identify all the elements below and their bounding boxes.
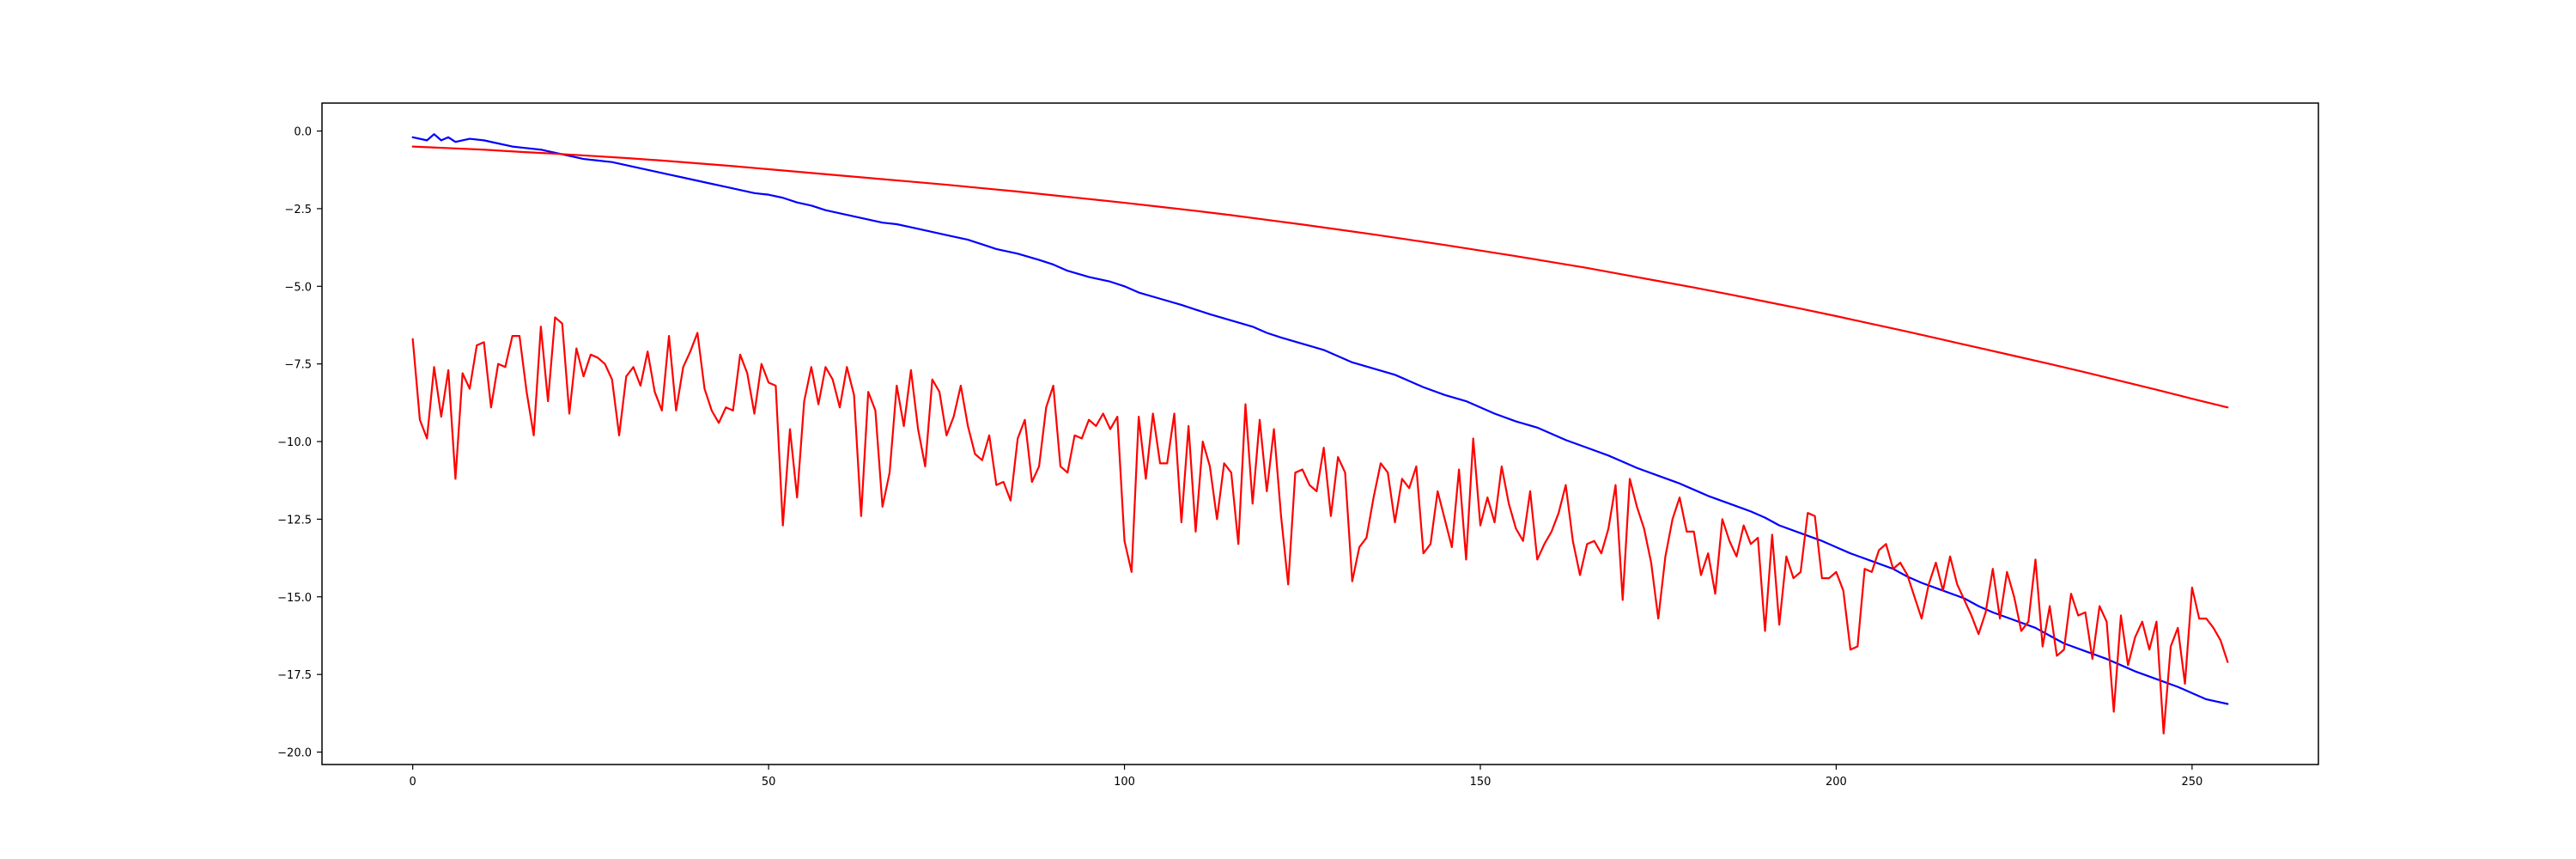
series-layer: [411, 133, 2229, 734]
series-line-2: [411, 145, 2229, 409]
y-tick-label: −17.5: [277, 669, 312, 682]
y-tick-label: −20.0: [277, 747, 312, 760]
series-line-1: [411, 133, 2229, 705]
plot-area: [321, 102, 2319, 765]
y-tick-label: −15.0: [277, 592, 312, 605]
x-tick-label: 0: [410, 776, 416, 789]
axes-frame: [321, 102, 2319, 765]
x-tick-label: 100: [1114, 776, 1135, 789]
y-tick-label: −7.5: [284, 359, 312, 372]
y-tick-label: −2.5: [284, 204, 312, 216]
x-axis: 0 50 100 150 200 250: [410, 765, 2202, 789]
y-tick-label: −5.0: [284, 281, 312, 294]
y-tick-label: −12.5: [277, 514, 312, 527]
x-tick-label: 50: [762, 776, 776, 789]
x-tick-label: 250: [2181, 776, 2202, 789]
y-tick-label: −10.0: [277, 436, 312, 449]
series-line-3: [411, 316, 2229, 734]
y-axis: 0.0 −2.5 −5.0 −7.5 −10.0 −12.5 −15.0 −17.5 −20.0: [277, 126, 322, 760]
y-tick-label: 0.0: [294, 126, 312, 139]
x-tick-label: 200: [1826, 776, 1847, 789]
x-tick-label: 150: [1470, 776, 1492, 789]
